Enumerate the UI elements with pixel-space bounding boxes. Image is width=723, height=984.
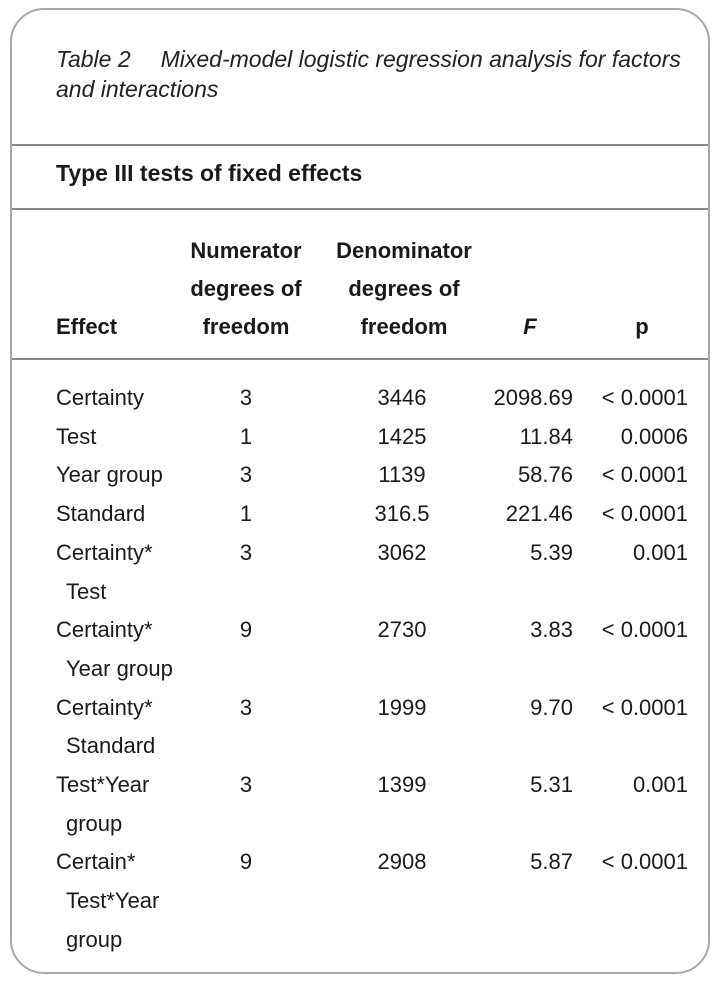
row-numerator-df: 9 [239, 617, 253, 643]
header-effect: Effect [56, 314, 118, 339]
row-effect-line: Year group [66, 655, 173, 681]
row-denominator-df: 1425 [377, 423, 427, 449]
row-effect: Certainty* Year group [56, 611, 173, 688]
header-numerator-line-3: freedom [202, 314, 290, 339]
row-effect-line: Test [56, 423, 97, 449]
header-denominator-line-3: freedom [360, 314, 448, 339]
row-effect-line: Certainty* [56, 694, 153, 720]
row-effect-line: Standard [56, 501, 146, 527]
row-p-value: 0.001 [632, 539, 688, 565]
row-numerator-df: 3 [239, 772, 253, 797]
row-f-value: 11.84 [519, 423, 573, 449]
row-p-value: 0.0006 [620, 423, 688, 449]
row-effect: Test*Year group [56, 766, 149, 843]
row-numerator-df: 3 [239, 462, 253, 488]
table-frame: Table 2 Mixed-model logistic regression a… [10, 8, 710, 974]
row-effect-line: Standard [66, 733, 156, 759]
row-p-value: < 0.0001 [601, 617, 688, 643]
row-f-value: 9.70 [530, 694, 573, 720]
row-p-value: 0.001 [632, 772, 688, 797]
row-numerator-df: 3 [239, 385, 253, 410]
row-effect-line: Year group [56, 462, 163, 488]
row-effect: Standard [56, 495, 145, 534]
row-numerator-df: 9 [239, 849, 253, 875]
row-f-value: 5.31 [530, 772, 573, 797]
rule-header [12, 358, 708, 360]
row-effect-line: Certainty* [56, 617, 153, 643]
row-denominator-df: 1139 [378, 462, 426, 488]
row-effect: Certainty [56, 379, 144, 418]
header-numerator: Numerator degrees of freedom [178, 232, 314, 346]
caption-text: Mixed-model logistic regression analysis… [56, 46, 681, 102]
row-effect-line: Certainty* [56, 539, 153, 565]
row-numerator-df: 1 [239, 501, 253, 527]
rule-top [12, 144, 708, 146]
row-effect: Year group [56, 456, 163, 495]
row-p-value: < 0.0001 [601, 694, 688, 720]
row-denominator-df: 3062 [377, 539, 427, 565]
row-denominator-df: 2908 [377, 849, 427, 875]
row-p-value: < 0.0001 [601, 385, 688, 410]
row-numerator-df: 3 [239, 539, 253, 565]
section-title: Type III tests of fixed effects [56, 160, 363, 186]
row-denominator-df: 3446 [377, 385, 427, 410]
row-effect: Test [56, 418, 96, 457]
table-caption: Table 2 Mixed-model logistic regression a… [56, 44, 696, 104]
row-effect: Certainty* Test [56, 534, 153, 611]
row-p-value: < 0.0001 [601, 849, 688, 875]
row-f-value: 5.87 [530, 849, 573, 875]
row-effect-line: Certainty [56, 385, 145, 410]
row-f-value: 221.46 [505, 501, 573, 527]
row-denominator-df: 316.5 [374, 501, 430, 527]
row-f-value: 2098.69 [493, 385, 573, 410]
header-numerator-line-2: degrees of [190, 276, 302, 301]
row-effect-line: group [66, 810, 123, 836]
row-effect: Certain* Test*Year group [56, 843, 159, 959]
row-f-value: 5.39 [530, 539, 573, 565]
header-f: F [523, 314, 537, 339]
row-effect: Certainty* Standard [56, 689, 155, 766]
header-denominator-line-2: degrees of [348, 276, 460, 301]
header-denominator-line-1: Denominator [336, 238, 472, 263]
row-f-value: 3.83 [530, 617, 573, 643]
rule-section [12, 208, 708, 210]
row-p-value: < 0.0001 [601, 501, 688, 527]
row-denominator-df: 1399 [377, 772, 427, 797]
row-effect-line: Test*Year [66, 888, 160, 914]
header-denominator: Denominator degrees of freedom [326, 232, 482, 346]
caption-label: Table 2 [56, 46, 131, 72]
row-numerator-df: 3 [239, 694, 253, 720]
row-p-value: < 0.0001 [601, 462, 688, 488]
row-denominator-df: 2730 [377, 617, 427, 643]
row-effect-line: group [66, 926, 123, 952]
row-effect-line: Test [66, 578, 107, 604]
row-effect-line: Test*Year [56, 772, 150, 797]
header-numerator-line-1: Numerator [190, 238, 302, 263]
row-denominator-df: 1999 [377, 694, 427, 720]
header-p: p [635, 314, 649, 339]
row-numerator-df: 1 [239, 423, 253, 449]
row-effect-line: Certain* [56, 849, 136, 875]
row-f-value: 58.76 [517, 462, 573, 488]
